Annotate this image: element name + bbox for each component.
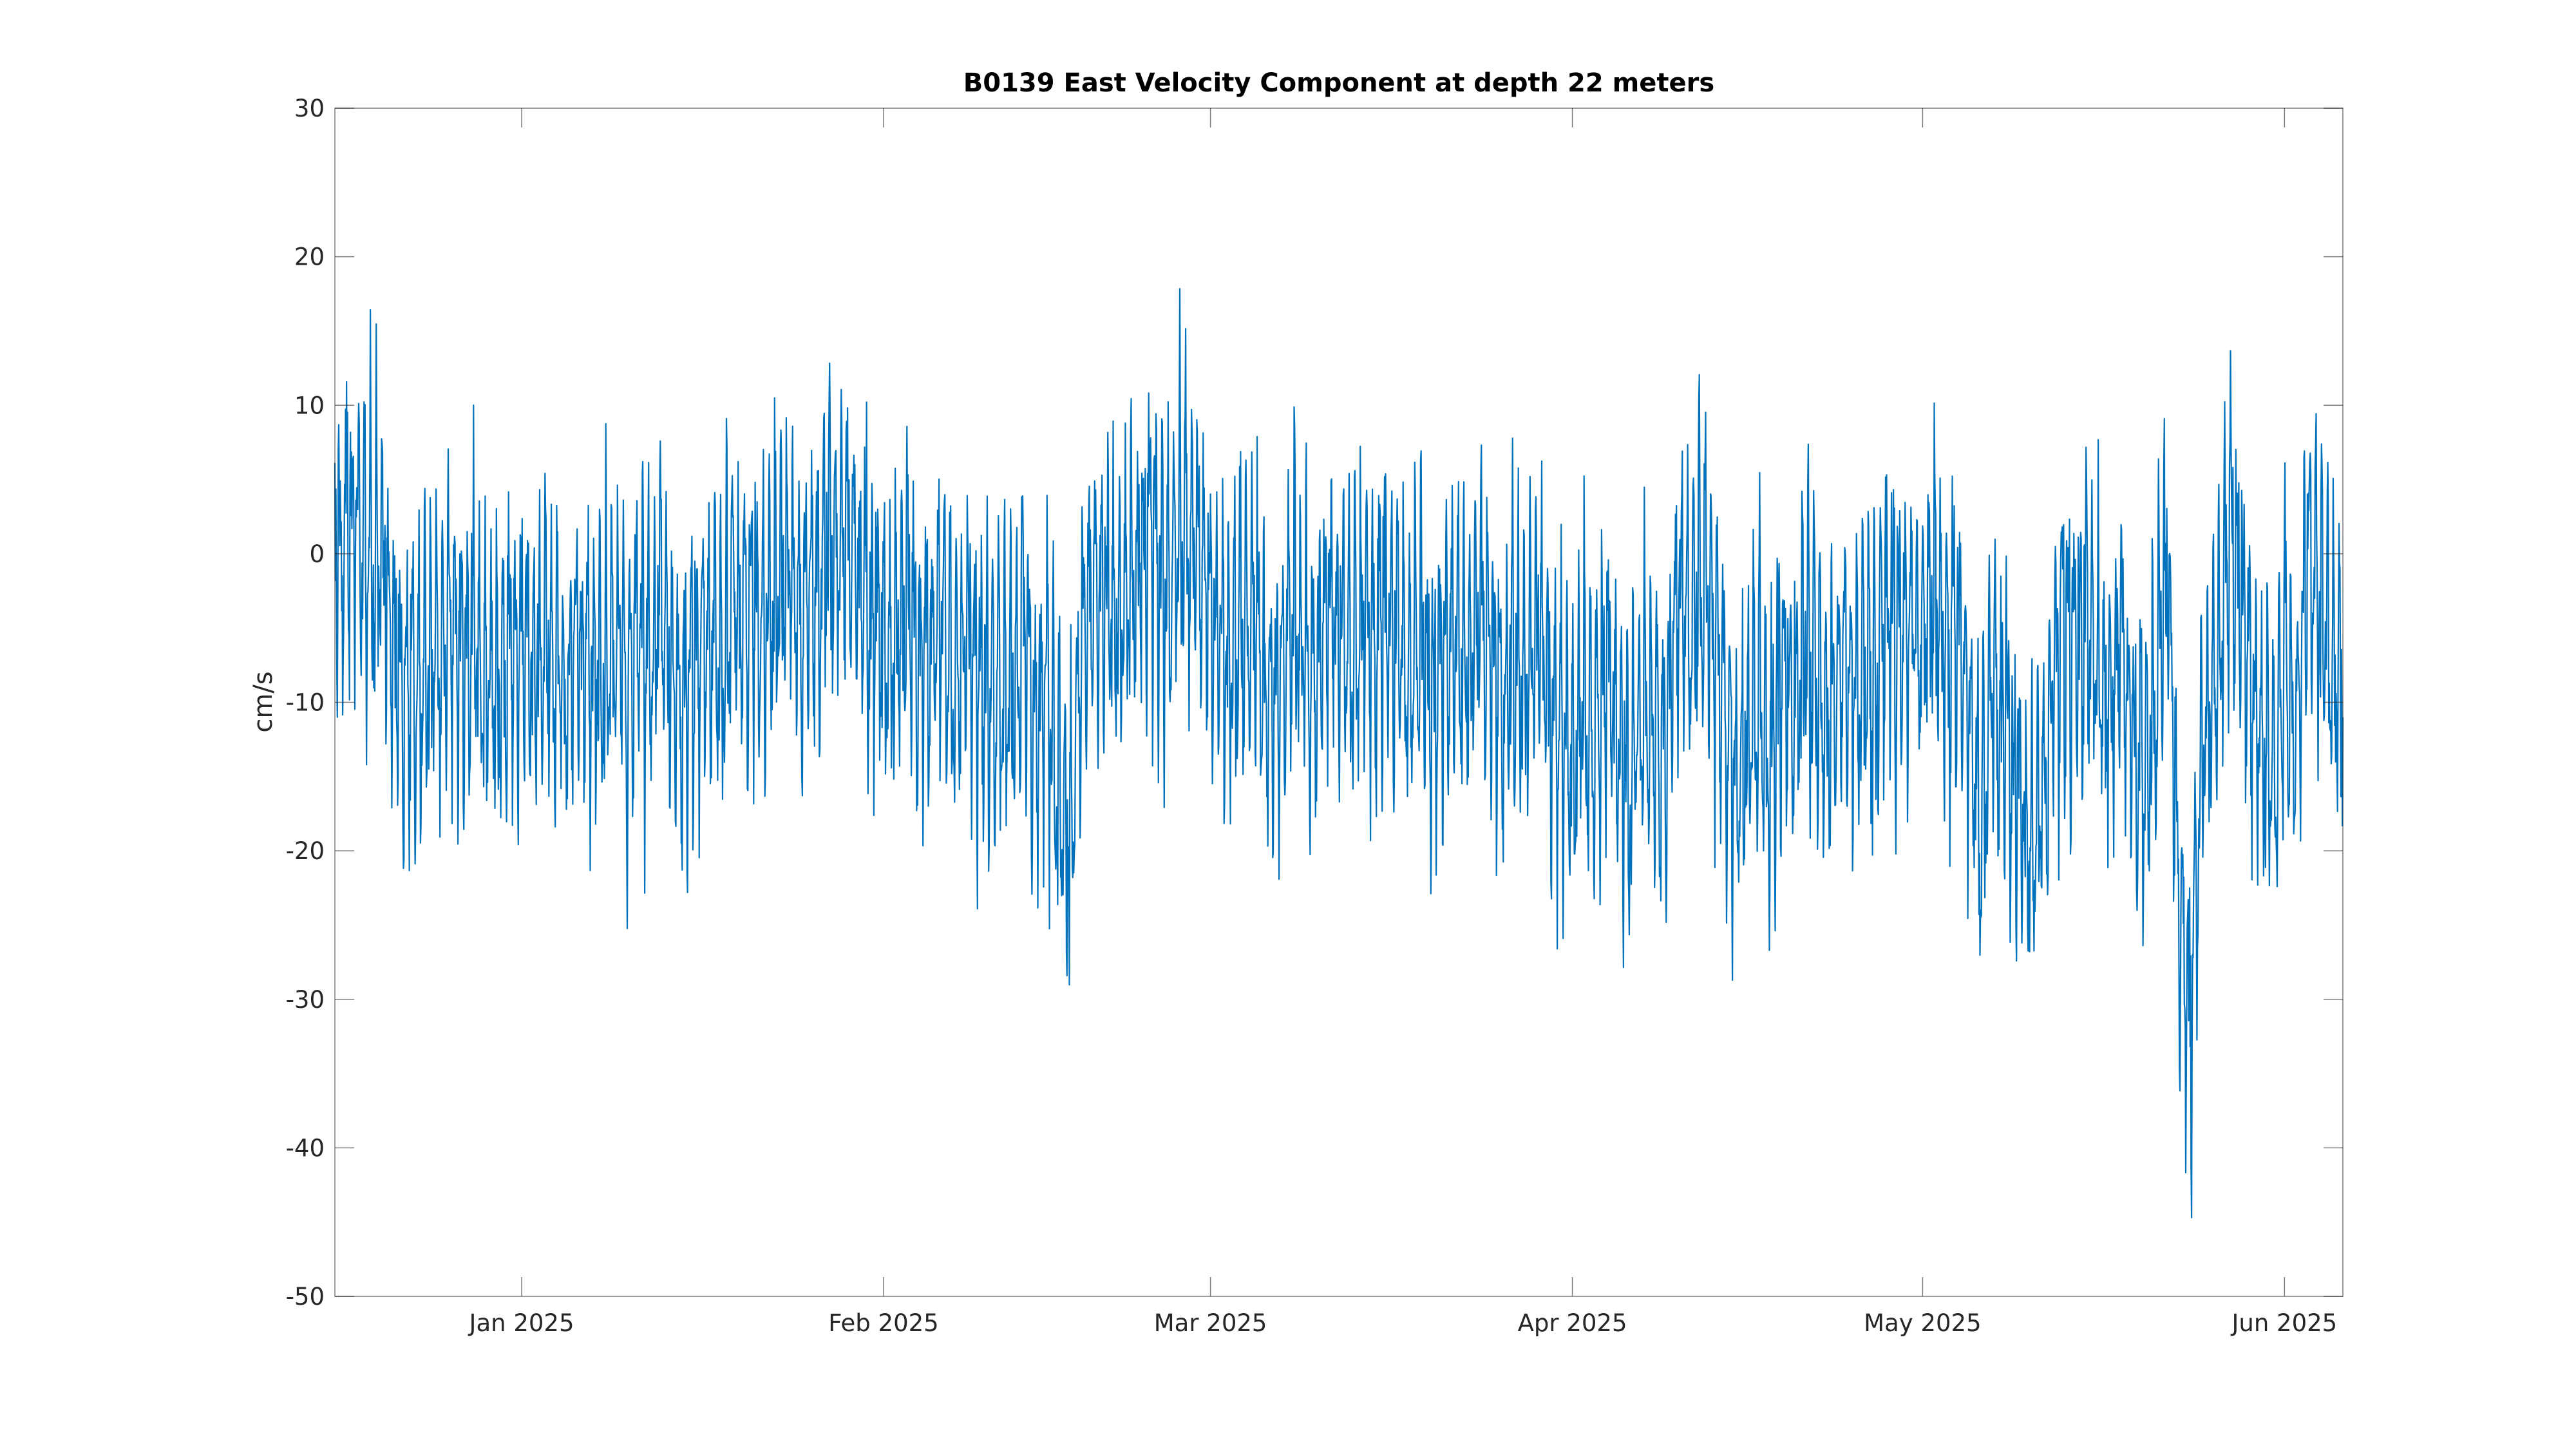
y-tick-label: 30 — [294, 95, 325, 122]
y-tick-label: 10 — [294, 392, 325, 419]
x-tick-label: Feb 2025 — [828, 1309, 938, 1337]
y-tick-label: -40 — [286, 1134, 325, 1162]
y-tick-label: -10 — [286, 689, 325, 717]
y-tick-label: 0 — [309, 540, 325, 568]
x-tick-label: Apr 2025 — [1518, 1309, 1627, 1337]
y-tick-label: -20 — [286, 837, 325, 865]
y-axis-label: cm/s — [249, 671, 278, 732]
x-tick-label: Jun 2025 — [2230, 1309, 2337, 1337]
y-tick-label: -50 — [286, 1283, 325, 1311]
x-axis: Jan 2025 Feb 2025 Mar 2025 Apr 2025 May 2025… — [468, 108, 2337, 1337]
series-layer — [334, 288, 2344, 1218]
x-tick-label: Jan 2025 — [468, 1309, 574, 1337]
y-tick-label: -30 — [286, 986, 325, 1014]
chart-title: B0139 East Velocity Component at depth 2… — [963, 68, 1714, 98]
y-tick-label: 20 — [294, 243, 325, 271]
series-line — [334, 288, 2344, 1218]
y-axis: -50 -40 -30 -20 -10 0 10 20 30 — [286, 95, 2343, 1311]
x-tick-label: May 2025 — [1864, 1309, 1981, 1337]
x-tick-label: Mar 2025 — [1154, 1309, 1267, 1337]
